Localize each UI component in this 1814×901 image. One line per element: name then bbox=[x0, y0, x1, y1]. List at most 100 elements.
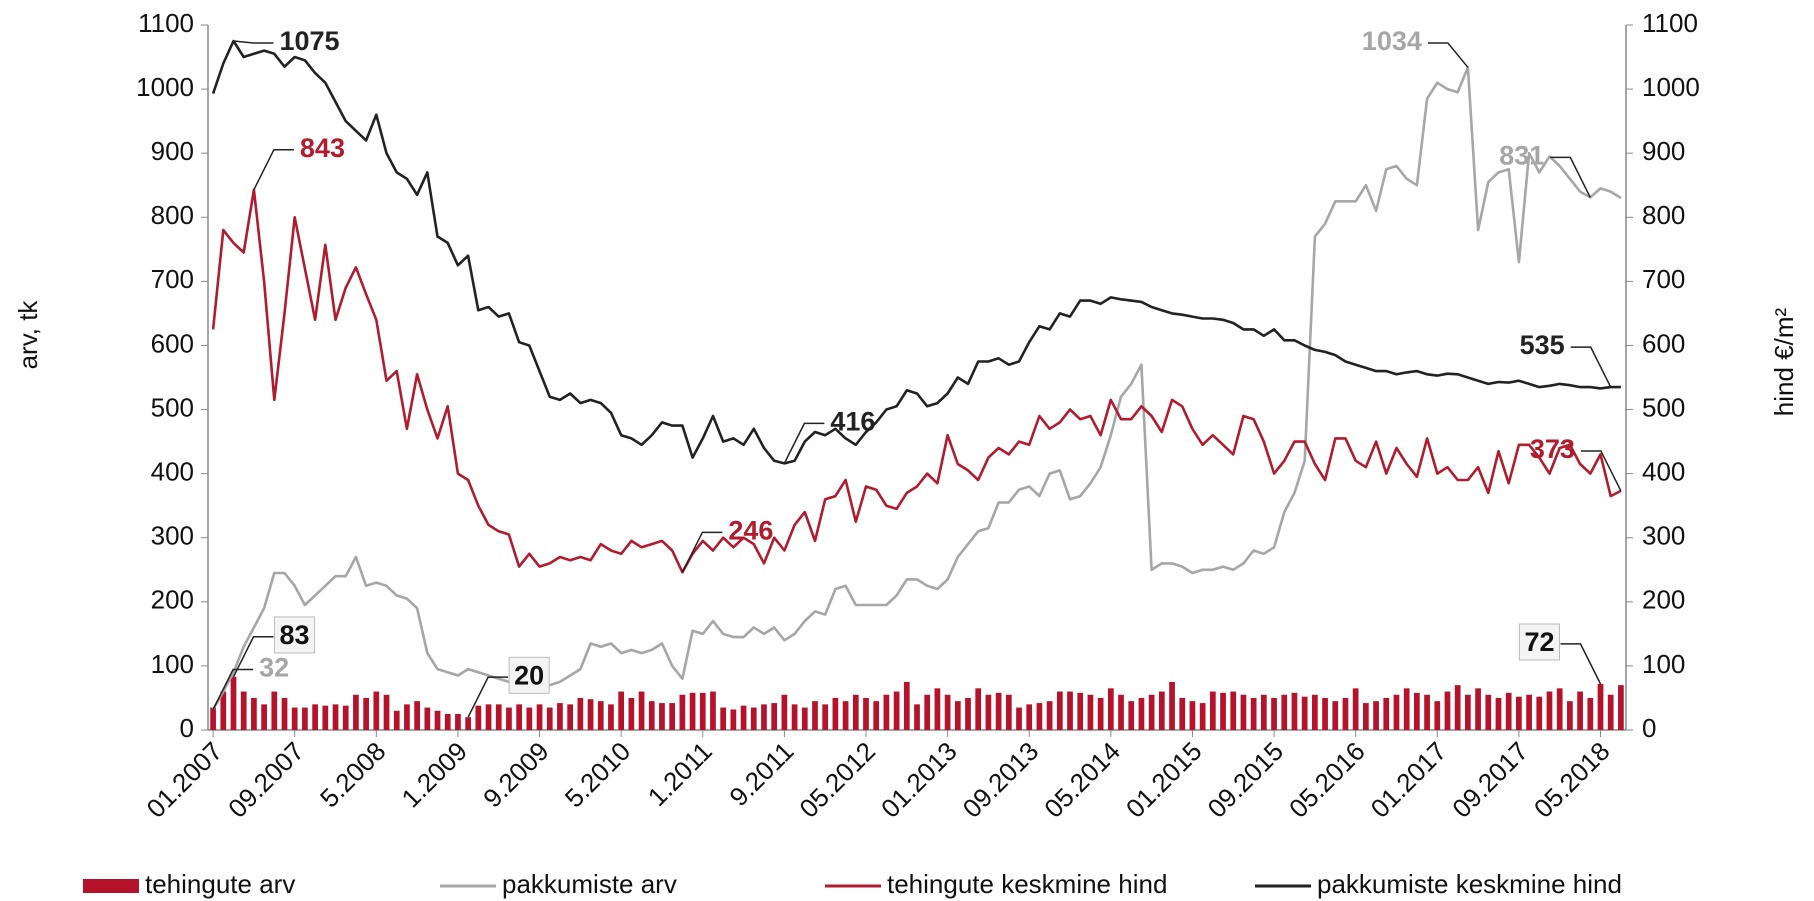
bar bbox=[404, 704, 410, 730]
y-axis-label: arv, tk bbox=[13, 300, 43, 370]
bar bbox=[1587, 697, 1594, 730]
x-tick-label: 09.2013 bbox=[957, 736, 1045, 824]
bar bbox=[750, 707, 757, 730]
annotation-leader bbox=[253, 148, 294, 191]
bar bbox=[546, 707, 553, 730]
bar bbox=[1546, 691, 1553, 730]
bar bbox=[883, 694, 890, 730]
annotation: 246 bbox=[728, 515, 773, 545]
y2-tick-label: 100 bbox=[1642, 649, 1685, 679]
bar bbox=[516, 704, 523, 730]
bar bbox=[822, 704, 829, 730]
annotation-leader bbox=[1560, 643, 1602, 685]
bar bbox=[1169, 681, 1175, 730]
bar bbox=[1373, 701, 1379, 730]
bar bbox=[597, 701, 604, 730]
bar bbox=[495, 704, 502, 730]
legend-label: tehingute keskmine hind bbox=[887, 869, 1167, 899]
bar bbox=[1026, 704, 1033, 730]
bar bbox=[975, 688, 982, 730]
y2-tick-label: 300 bbox=[1642, 521, 1685, 551]
bar bbox=[1179, 697, 1186, 730]
bar bbox=[761, 704, 767, 730]
bar bbox=[914, 704, 920, 730]
bar bbox=[393, 710, 400, 730]
bar bbox=[261, 704, 267, 730]
annotation: 1075 bbox=[280, 26, 340, 56]
bar bbox=[1505, 692, 1512, 730]
y-tick-label: 800 bbox=[151, 200, 194, 230]
bar bbox=[291, 707, 298, 730]
y-tick-label: 1000 bbox=[136, 72, 194, 102]
bar bbox=[1383, 697, 1390, 730]
annotation: 32 bbox=[259, 653, 289, 683]
bar bbox=[1118, 694, 1124, 730]
bar bbox=[1454, 685, 1461, 730]
annotation: 1034 bbox=[1362, 26, 1422, 56]
bar bbox=[1056, 691, 1063, 730]
bar bbox=[1077, 692, 1084, 730]
bar bbox=[842, 701, 849, 730]
bar bbox=[1220, 692, 1226, 730]
series-line bbox=[211, 188, 1622, 574]
bar bbox=[1495, 697, 1502, 730]
bar bbox=[1097, 697, 1104, 730]
y-tick-label: 200 bbox=[151, 585, 194, 615]
bar bbox=[771, 703, 778, 730]
bar bbox=[1067, 691, 1073, 730]
bar bbox=[1465, 694, 1471, 730]
bar bbox=[1516, 696, 1522, 730]
annotation-leader bbox=[1580, 450, 1622, 492]
annotation: 843 bbox=[300, 133, 345, 163]
bar bbox=[1332, 701, 1339, 730]
legend-label: tehingute arv bbox=[145, 869, 295, 899]
bar bbox=[444, 713, 451, 730]
bar bbox=[1607, 694, 1614, 730]
bar bbox=[302, 707, 308, 730]
bar bbox=[924, 694, 931, 730]
annotation: 831 bbox=[1499, 141, 1544, 171]
y2-tick-label: 800 bbox=[1642, 200, 1685, 230]
bar bbox=[557, 703, 563, 730]
y2-axis-label: hind €/m² bbox=[1769, 307, 1799, 416]
x-tick-label: 01.2015 bbox=[1120, 736, 1208, 824]
bar bbox=[934, 688, 941, 730]
bar bbox=[699, 692, 706, 730]
bar bbox=[679, 694, 686, 730]
y2-tick-label: 600 bbox=[1642, 328, 1685, 358]
bar bbox=[1526, 694, 1532, 730]
bar bbox=[669, 703, 676, 730]
bar bbox=[536, 704, 543, 730]
bar bbox=[465, 717, 471, 730]
annotation: 20 bbox=[514, 660, 544, 690]
y2-tick-label: 700 bbox=[1642, 264, 1685, 294]
x-tick-label: 05.2014 bbox=[1038, 736, 1126, 824]
annotation-box bbox=[274, 616, 316, 654]
y2-tick-label: 500 bbox=[1642, 392, 1685, 422]
series-line bbox=[211, 66, 1622, 711]
bar bbox=[954, 701, 961, 730]
x-tick-label: 09.2007 bbox=[222, 736, 310, 824]
bar bbox=[1240, 694, 1247, 730]
bar bbox=[689, 692, 696, 730]
y-tick-label: 1100 bbox=[138, 8, 194, 38]
bar bbox=[1352, 688, 1359, 730]
x-tick-label: 05.2012 bbox=[793, 736, 881, 824]
bar bbox=[210, 707, 216, 730]
x-tick-label: 01.2013 bbox=[875, 736, 963, 824]
annotation-leader bbox=[1427, 42, 1469, 68]
bar bbox=[424, 707, 431, 730]
bar bbox=[1342, 697, 1349, 730]
annotation-leader bbox=[233, 40, 274, 44]
bar bbox=[230, 676, 237, 730]
bar bbox=[1434, 701, 1441, 730]
x-tick-label: 9.2009 bbox=[477, 736, 554, 813]
x-tick-label: 09.2017 bbox=[1446, 736, 1534, 824]
bar bbox=[1536, 696, 1543, 730]
bar bbox=[251, 697, 257, 730]
bar bbox=[618, 691, 625, 730]
y-tick-label: 0 bbox=[180, 713, 194, 743]
bar bbox=[791, 704, 798, 730]
x-tick-label: 05.2016 bbox=[1283, 736, 1371, 824]
x-tick-label: 1.2011 bbox=[642, 736, 718, 812]
